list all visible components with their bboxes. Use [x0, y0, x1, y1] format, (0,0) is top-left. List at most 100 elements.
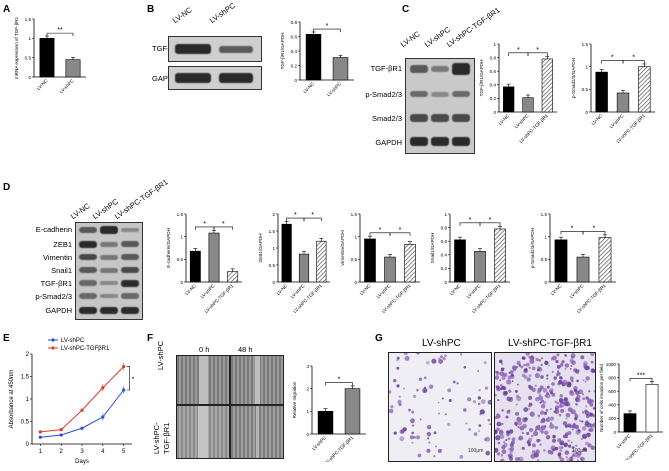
- y-axis-label: Relative migration: [292, 381, 297, 418]
- y-tick-label: 1.5: [177, 212, 184, 217]
- y-tick-label: 0.6: [441, 239, 448, 244]
- category-label: LV-NC: [302, 81, 315, 94]
- y-axis-label: p-Smad2/3/GAPDH: [571, 58, 576, 98]
- blot-band: [410, 114, 428, 122]
- y-tick-label: 200: [608, 416, 616, 421]
- bar: [474, 251, 486, 283]
- significance-bracket: [46, 32, 74, 37]
- data-point: [38, 430, 42, 434]
- y-tick-label: 0.5: [25, 55, 32, 60]
- scratch-gap: [199, 356, 208, 404]
- y-tick-label: 0.8: [291, 20, 298, 25]
- invasion-image: [388, 352, 492, 462]
- blot-band: [79, 280, 97, 286]
- y-tick-label: 0.5: [582, 87, 589, 92]
- invasion-cells: [495, 353, 595, 461]
- western-blot-strip: [75, 222, 143, 320]
- blot-band: [100, 294, 118, 298]
- category-label: LV-shPC: [514, 113, 531, 130]
- y-tick-label: 1000: [606, 362, 617, 367]
- significance-marker: *: [536, 47, 539, 54]
- y-tick-label: 1: [180, 234, 183, 239]
- category-label: LV-NC: [36, 78, 49, 91]
- western-blot-strip: [168, 36, 262, 62]
- significance-marker: *: [632, 55, 635, 62]
- y-tick-label: 1: [354, 234, 357, 239]
- category-label: LV-NC: [591, 113, 604, 126]
- blot-band: [410, 137, 428, 146]
- chart-f: 0 1 2 3 Relative migration LV-shPCLV-shPC-TGF…: [292, 364, 366, 462]
- blot-row-label: GAPDH: [375, 138, 402, 147]
- y-tick-label: 1: [444, 212, 447, 217]
- bar: [598, 237, 612, 283]
- significance-marker: *: [311, 212, 314, 219]
- x-tick-label: 2: [59, 449, 63, 455]
- category-label: LV-shPC: [326, 81, 343, 98]
- significance-bracket: [479, 222, 501, 226]
- significance-marker: *: [571, 225, 574, 232]
- category-label: LV-shPC: [569, 283, 586, 300]
- significance-marker: *: [294, 212, 297, 219]
- y-axis-label: TGF-βR1/GAPDH: [280, 33, 285, 70]
- blot-band: [121, 228, 139, 232]
- lane-label: LV-NC: [398, 29, 422, 49]
- y-axis-label: ZEB1/GAPDH: [258, 233, 263, 262]
- category-label: LV-NC: [359, 283, 372, 296]
- blot-row-label: Vimentin: [42, 253, 72, 262]
- y-tick-label: 600: [608, 389, 616, 394]
- y-tick-label: 0.6: [291, 34, 298, 39]
- blot-band: [431, 137, 449, 146]
- group-title: LV-shPC-TGF-βR1: [508, 338, 592, 349]
- scratch-image: [230, 405, 284, 459]
- blot-row-label: p-Smad2/3: [35, 292, 72, 301]
- x-tick-label: 1: [39, 449, 43, 455]
- y-tick-label: 0.8: [490, 55, 497, 60]
- y-tick-label: 0.4: [441, 253, 448, 258]
- scale-bar-label: 100μm: [572, 448, 588, 454]
- legend-label: LV-shPC-TGFβR1: [61, 346, 110, 352]
- series-line: [40, 366, 125, 433]
- y-tick-label: 800: [608, 375, 616, 380]
- significance-bracket: [213, 226, 233, 230]
- bar: [522, 97, 534, 113]
- blot-band: [100, 268, 118, 273]
- significance-bracket: [303, 217, 322, 222]
- significance-bracket: [629, 377, 653, 382]
- bar: [384, 256, 396, 283]
- blot-band: [100, 226, 118, 234]
- blot-band: [79, 254, 97, 260]
- significance-marker: *: [326, 23, 329, 30]
- category-label: LV-NC: [498, 113, 511, 126]
- y-axis-label: Snail1/GAPDH: [430, 233, 435, 263]
- blot-band: [452, 91, 470, 97]
- blot-band: [175, 73, 211, 83]
- blot-band: [431, 92, 449, 97]
- panel-label-b: B: [147, 4, 155, 15]
- y-tick-label: 0: [354, 280, 357, 285]
- significance-marker: ***: [637, 372, 645, 379]
- y-tick-label: 0.5: [541, 257, 548, 262]
- y-tick-label: 1.5: [25, 17, 32, 22]
- y-tick-label: 2: [272, 212, 275, 217]
- lane-label: LV-NC: [68, 201, 92, 221]
- significance-marker: *: [132, 376, 135, 383]
- y-axis-label: p-Smad2/3/GAPDH: [530, 228, 535, 268]
- western-blot-strip: [168, 66, 262, 90]
- data-point: [80, 408, 84, 412]
- blot-band: [121, 267, 139, 273]
- blot-band: [79, 307, 97, 314]
- blot-band: [219, 73, 253, 83]
- blot-band: [431, 114, 449, 122]
- blot-row-label: Snail1: [51, 266, 72, 275]
- blot-band: [100, 281, 118, 285]
- y-tick-label: 1: [585, 64, 588, 69]
- category-label: LV-shPC-TGF-βR1: [323, 435, 354, 462]
- blot-band: [175, 44, 211, 54]
- blot-band: [100, 307, 118, 314]
- category-label: LV-shPC: [376, 283, 393, 300]
- blot-band: [121, 280, 139, 287]
- scratch-gap: [256, 406, 259, 458]
